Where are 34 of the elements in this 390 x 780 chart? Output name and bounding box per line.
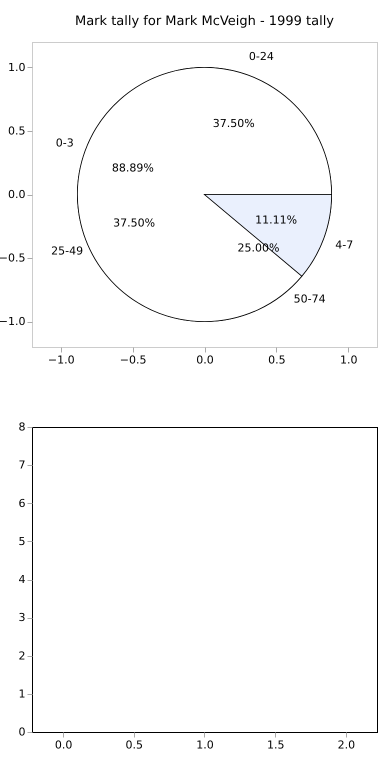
slice-label: 4-7: [335, 238, 354, 252]
y-tick-label: 3: [18, 611, 26, 624]
x-tick-label: −0.5: [120, 354, 146, 366]
x-tick-label: 0.5: [268, 354, 286, 366]
x-tick-label: 0.0: [196, 354, 214, 366]
y-tick-label: 0.0: [8, 188, 26, 201]
y-tick-label: 0: [18, 726, 26, 738]
y-tick-label: 2: [18, 649, 26, 662]
slice-label: 50-74: [294, 292, 326, 306]
chart-title: Mark tally for Mark McVeigh - 1999 tally: [75, 14, 334, 29]
y-tick-label: 6: [18, 496, 26, 510]
x-tick-label: −1.0: [48, 354, 75, 366]
y-tick-label: 4: [18, 573, 26, 586]
y-tick-label: 7: [18, 458, 26, 472]
slice-label: 0-3: [56, 136, 74, 150]
x-tick-label: 1.0: [196, 738, 214, 752]
y-tick-label: −1.0: [0, 315, 26, 328]
x-tick-label: 1.0: [340, 354, 358, 366]
y-tick-label: 5: [18, 534, 26, 548]
x-tick-label: 0.5: [126, 738, 144, 752]
y-tick-label: −0.5: [0, 252, 26, 265]
data-label: 88.89%: [112, 161, 154, 174]
x-tick-label: 2.0: [338, 738, 356, 752]
y-tick-label: 8: [18, 420, 26, 434]
slice-label: 0-24: [248, 50, 274, 64]
slice-label: 25-49: [51, 244, 84, 258]
y-tick-label: 0.5: [8, 124, 26, 138]
x-tick-label: 1.5: [266, 738, 284, 752]
y-tick-label: 1: [18, 687, 26, 700]
y-tick-label: 1.0: [8, 60, 26, 74]
data-label: 11.11%: [255, 214, 298, 227]
data-label: 37.50%: [113, 216, 156, 230]
data-label: 37.50%: [212, 117, 255, 130]
x-tick-label: 0.0: [54, 738, 72, 752]
